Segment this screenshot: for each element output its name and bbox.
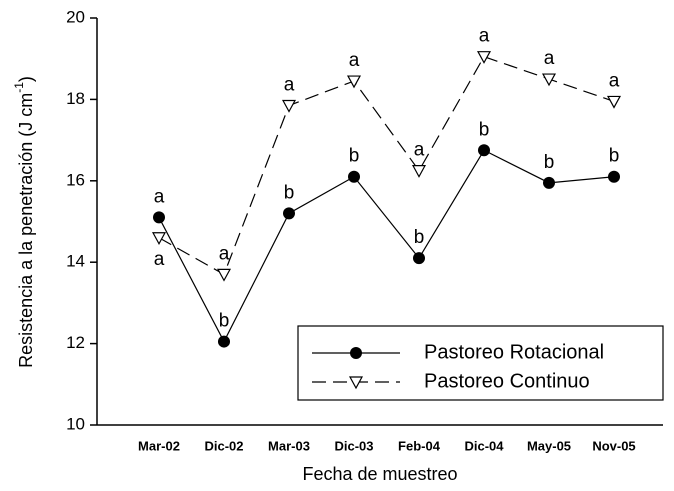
significance-letter: a: [544, 48, 555, 69]
legend-box: [297, 325, 664, 401]
data-point: [606, 95, 622, 109]
y-axis-label-sup: -1: [12, 82, 26, 93]
significance-letter: b: [219, 311, 230, 332]
data-point: [218, 335, 230, 348]
data-point: [216, 268, 232, 282]
significance-letter: b: [284, 182, 295, 203]
data-point: [348, 170, 360, 183]
legend-label: Pastoreo Continuo: [424, 370, 590, 392]
data-point: [151, 232, 167, 246]
legend-label: Pastoreo Rotacional: [424, 341, 604, 363]
significance-letter: a: [414, 140, 425, 161]
x-tick-label: Dic-02: [204, 438, 243, 453]
legend-marker: [348, 376, 364, 390]
y-tick-label: 16: [66, 170, 85, 189]
significance-letter: a: [219, 243, 230, 264]
series-line: [158, 149, 615, 343]
y-tick-label: 20: [66, 7, 85, 26]
significance-letter: a: [479, 26, 490, 47]
x-tick-label: Feb-04: [398, 438, 441, 453]
data-point: [478, 144, 490, 157]
y-axis-label: Resistencia a la penetración (J cm-1): [12, 76, 36, 368]
y-tick-label: 12: [66, 333, 85, 352]
data-point: [283, 207, 295, 220]
significance-letter: b: [479, 119, 490, 140]
significance-letter: a: [154, 186, 165, 207]
data-point: [476, 51, 492, 64]
significance-letter: b: [609, 146, 620, 167]
x-tick-label: May-05: [527, 438, 571, 453]
legend-marker: [350, 347, 362, 359]
significance-letter: b: [414, 227, 425, 248]
y-tick-label: 10: [66, 414, 85, 433]
x-tick-label: Mar-03: [268, 438, 310, 453]
x-axis-label: Fecha de muestreo: [302, 464, 457, 484]
data-point: [543, 176, 555, 189]
y-tick-label: 14: [66, 252, 85, 271]
x-tick-label: Dic-04: [464, 438, 504, 453]
significance-letter: b: [349, 146, 360, 167]
significance-letter: a: [284, 75, 295, 96]
data-point: [411, 165, 427, 178]
significance-letter: a: [349, 50, 360, 71]
y-axis-label-end: ): [16, 76, 36, 82]
significance-letter: a: [609, 70, 620, 91]
significance-letter: b: [544, 152, 555, 173]
data-point: [281, 99, 297, 113]
y-axis-label-main: Resistencia a la penetración (J cm: [16, 93, 36, 368]
x-tick-label: Nov-05: [592, 438, 635, 453]
x-tick-label: Mar-02: [138, 438, 180, 453]
significance-letter: a: [154, 249, 165, 270]
data-point: [346, 75, 362, 89]
data-point: [608, 170, 620, 183]
data-point: [153, 211, 165, 224]
data-point: [413, 252, 425, 265]
data-point: [541, 73, 557, 87]
series-line: [158, 55, 615, 276]
x-tick-label: Dic-03: [334, 438, 373, 453]
y-tick-label: 18: [66, 89, 85, 108]
